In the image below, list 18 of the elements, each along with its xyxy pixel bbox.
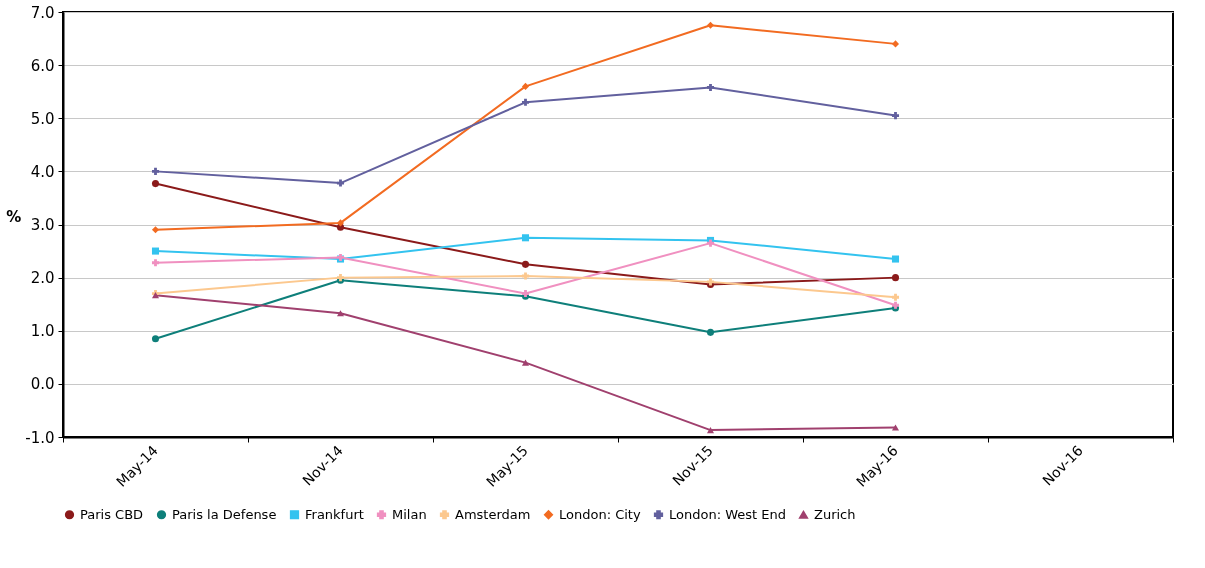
- legend-label: Zurich: [814, 506, 856, 522]
- legend-label: London: City: [559, 506, 641, 522]
- legend-label: London: West End: [669, 506, 786, 522]
- y-tick-label: 2.0: [30, 269, 55, 288]
- y-tick-label: 7.0: [30, 3, 55, 22]
- y-tick-label: 1.0: [30, 322, 55, 341]
- legend-label: Paris CBD: [80, 506, 144, 522]
- y-tick-label: 4.0: [30, 162, 55, 181]
- y-tick-label: 6.0: [30, 56, 55, 75]
- y-tick-label: 0.0: [30, 375, 55, 394]
- legend-label: Paris la Defense: [172, 506, 277, 522]
- y-axis-title: %: [6, 208, 22, 226]
- legend-label: Milan: [392, 506, 427, 522]
- y-tick-label: -1.0: [25, 428, 55, 447]
- y-tick-label: 5.0: [30, 109, 55, 128]
- legend-label: Frankfurt: [305, 506, 364, 522]
- y-tick-label: 3.0: [30, 216, 55, 234]
- legend-label: Amsterdam: [455, 506, 531, 522]
